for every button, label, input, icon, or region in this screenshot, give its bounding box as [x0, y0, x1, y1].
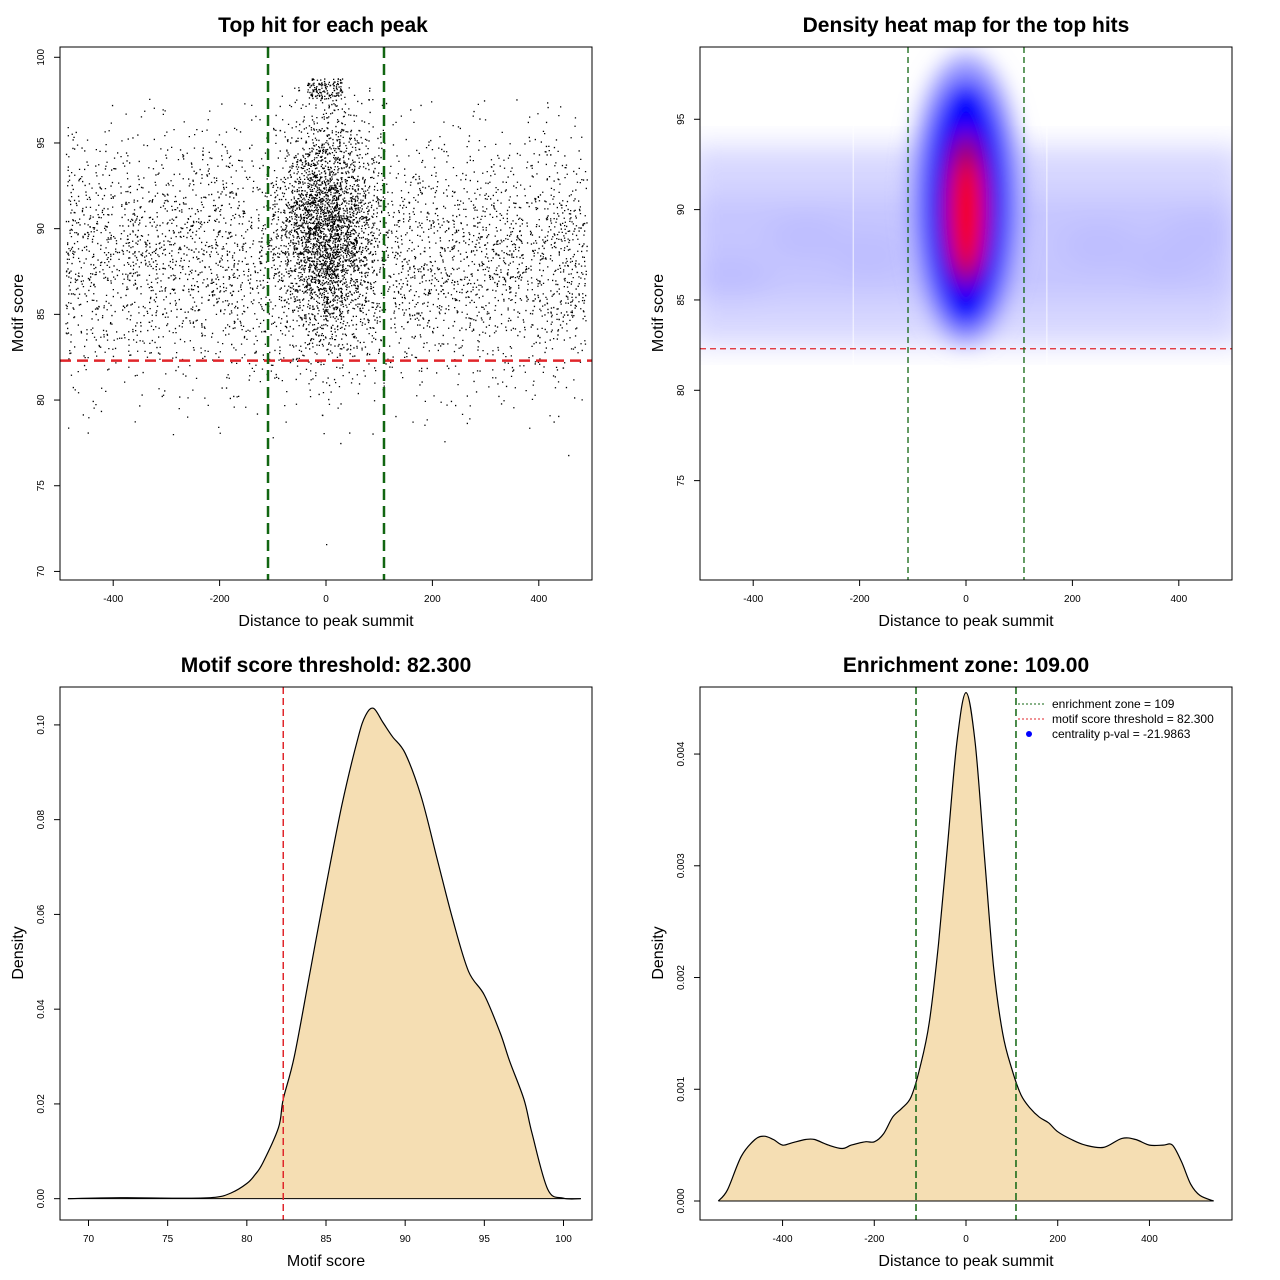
y-tick-label: 0.02 [36, 1094, 47, 1114]
scatter-title: Top hit for each peak [218, 14, 428, 37]
x-tick-label: 200 [1049, 1234, 1066, 1245]
scatter-axes: -400 -200 0 200 400 70 75 80 85 90 95 100 [36, 49, 548, 605]
scatter-points [65, 78, 588, 546]
score-density-ylabel: Density [10, 926, 27, 979]
x-tick-label: 200 [1064, 594, 1081, 605]
y-tick-label: 90 [36, 223, 47, 235]
scatter-overlay [60, 47, 592, 580]
heatmap-axes: -400 -200 0 200 400 75 80 85 90 95 [676, 113, 1188, 605]
x-tick-label: 0 [963, 594, 969, 605]
heatmap-ylabel: Motif score [650, 274, 667, 352]
x-tick-label: -400 [773, 1234, 793, 1245]
heat-blob [1162, 214, 1232, 259]
x-tick-label: 0 [323, 594, 329, 605]
heatmap-density [700, 47, 1232, 580]
y-tick-label: 0.001 [676, 1076, 687, 1101]
legend-zone-label: enrichment zone = 109 [1052, 697, 1175, 711]
y-tick-label: 0.10 [36, 715, 47, 735]
x-tick-label: 400 [1170, 594, 1187, 605]
legend-pval-dot [1026, 731, 1032, 737]
score-density-area [67, 687, 581, 1220]
x-tick-label: -200 [210, 594, 230, 605]
y-tick-label: 70 [36, 565, 47, 577]
x-tick-label: 100 [555, 1234, 572, 1245]
heatmap-xlabel: Distance to peak summit [878, 613, 1054, 630]
legend-pval-label: centrality p-val = -21.9863 [1052, 727, 1191, 741]
density-curve [717, 691, 1214, 1202]
y-tick-label: 85 [36, 308, 47, 320]
x-tick-label: -400 [103, 594, 123, 605]
x-tick-label: 75 [162, 1234, 174, 1245]
x-tick-label: -200 [864, 1234, 884, 1245]
y-tick-label: 95 [676, 113, 687, 125]
y-tick-label: 95 [36, 137, 47, 149]
y-tick-label: 100 [36, 49, 47, 66]
score-density-title: Motif score threshold: 82.300 [181, 654, 472, 677]
legend-threshold-label: motif score threshold = 82.300 [1052, 712, 1214, 726]
heat-blob [1061, 223, 1137, 268]
scatter-point [65, 78, 588, 546]
heat-blob [700, 256, 770, 301]
panel-score-density: Motif score threshold: 82.300 70 75 80 85 90… [10, 654, 593, 1270]
x-tick-label: 90 [400, 1234, 412, 1245]
scatter-xlabel: Distance to peak summit [238, 613, 414, 630]
x-tick-label: 95 [479, 1234, 491, 1245]
x-tick-label: 70 [83, 1234, 95, 1245]
x-tick-label: -200 [850, 594, 870, 605]
y-tick-label: 0.04 [36, 999, 47, 1019]
x-tick-label: 85 [320, 1234, 332, 1245]
x-tick-label: 400 [530, 594, 547, 605]
heatmap-overlay [700, 47, 1232, 580]
y-tick-label: 0.000 [676, 1188, 687, 1213]
panel-heatmap: Density heat map for the top hits -400 -2… [650, 14, 1233, 630]
scatter-frame [59, 46, 593, 581]
y-tick-label: 0.00 [36, 1189, 47, 1209]
panel-scatter: Top hit for each peak -400 -200 0 200 400 70 7… [10, 14, 593, 630]
x-tick-label: 400 [1141, 1234, 1158, 1245]
distance-density-ylabel: Density [650, 926, 667, 979]
x-tick-label: 80 [241, 1234, 253, 1245]
density-area [718, 692, 1214, 1202]
heat-red [953, 160, 981, 271]
score-density-xlabel: Motif score [287, 1253, 365, 1270]
y-tick-label: 0.002 [676, 965, 687, 990]
heatmap-title: Density heat map for the top hits [803, 14, 1130, 37]
legend: enrichment zone = 109 motif score thresh… [1018, 697, 1214, 741]
y-tick-label: 75 [676, 475, 687, 487]
y-tick-label: 0.003 [676, 853, 687, 878]
heat-blob [768, 214, 845, 259]
y-tick-label: 0.08 [36, 809, 47, 829]
score-density-axes: 70 75 80 85 90 95 100 0.00 0.02 0.04 0.06 0.08 0.10 [36, 715, 572, 1245]
y-tick-label: 85 [676, 294, 687, 306]
density-curve [67, 707, 581, 1200]
distance-density-axes: -400 -200 0 200 400 0.000 0.001 0.002 0.003 0.004 [676, 741, 1158, 1245]
distance-density-title: Enrichment zone: 109.00 [843, 654, 1089, 677]
y-tick-label: 0.06 [36, 904, 47, 924]
y-tick-label: 75 [36, 480, 47, 492]
y-tick-label: 80 [676, 384, 687, 396]
x-tick-label: 0 [963, 1234, 969, 1245]
y-tick-label: 90 [676, 204, 687, 216]
heat-hotspot [910, 53, 1022, 344]
distance-density-xlabel: Distance to peak summit [878, 1253, 1054, 1270]
x-tick-label: -400 [743, 594, 763, 605]
y-tick-label: 80 [36, 394, 47, 406]
density-area [67, 708, 581, 1200]
scatter-ylabel: Motif score [10, 274, 27, 352]
heat-blob [832, 232, 909, 277]
distance-density-area [717, 687, 1214, 1220]
panel-distance-density: Enrichment zone: 109.00 -400 -200 0 200 400 0… [650, 654, 1233, 1270]
y-tick-label: 0.004 [676, 741, 687, 766]
x-tick-label: 200 [424, 594, 441, 605]
